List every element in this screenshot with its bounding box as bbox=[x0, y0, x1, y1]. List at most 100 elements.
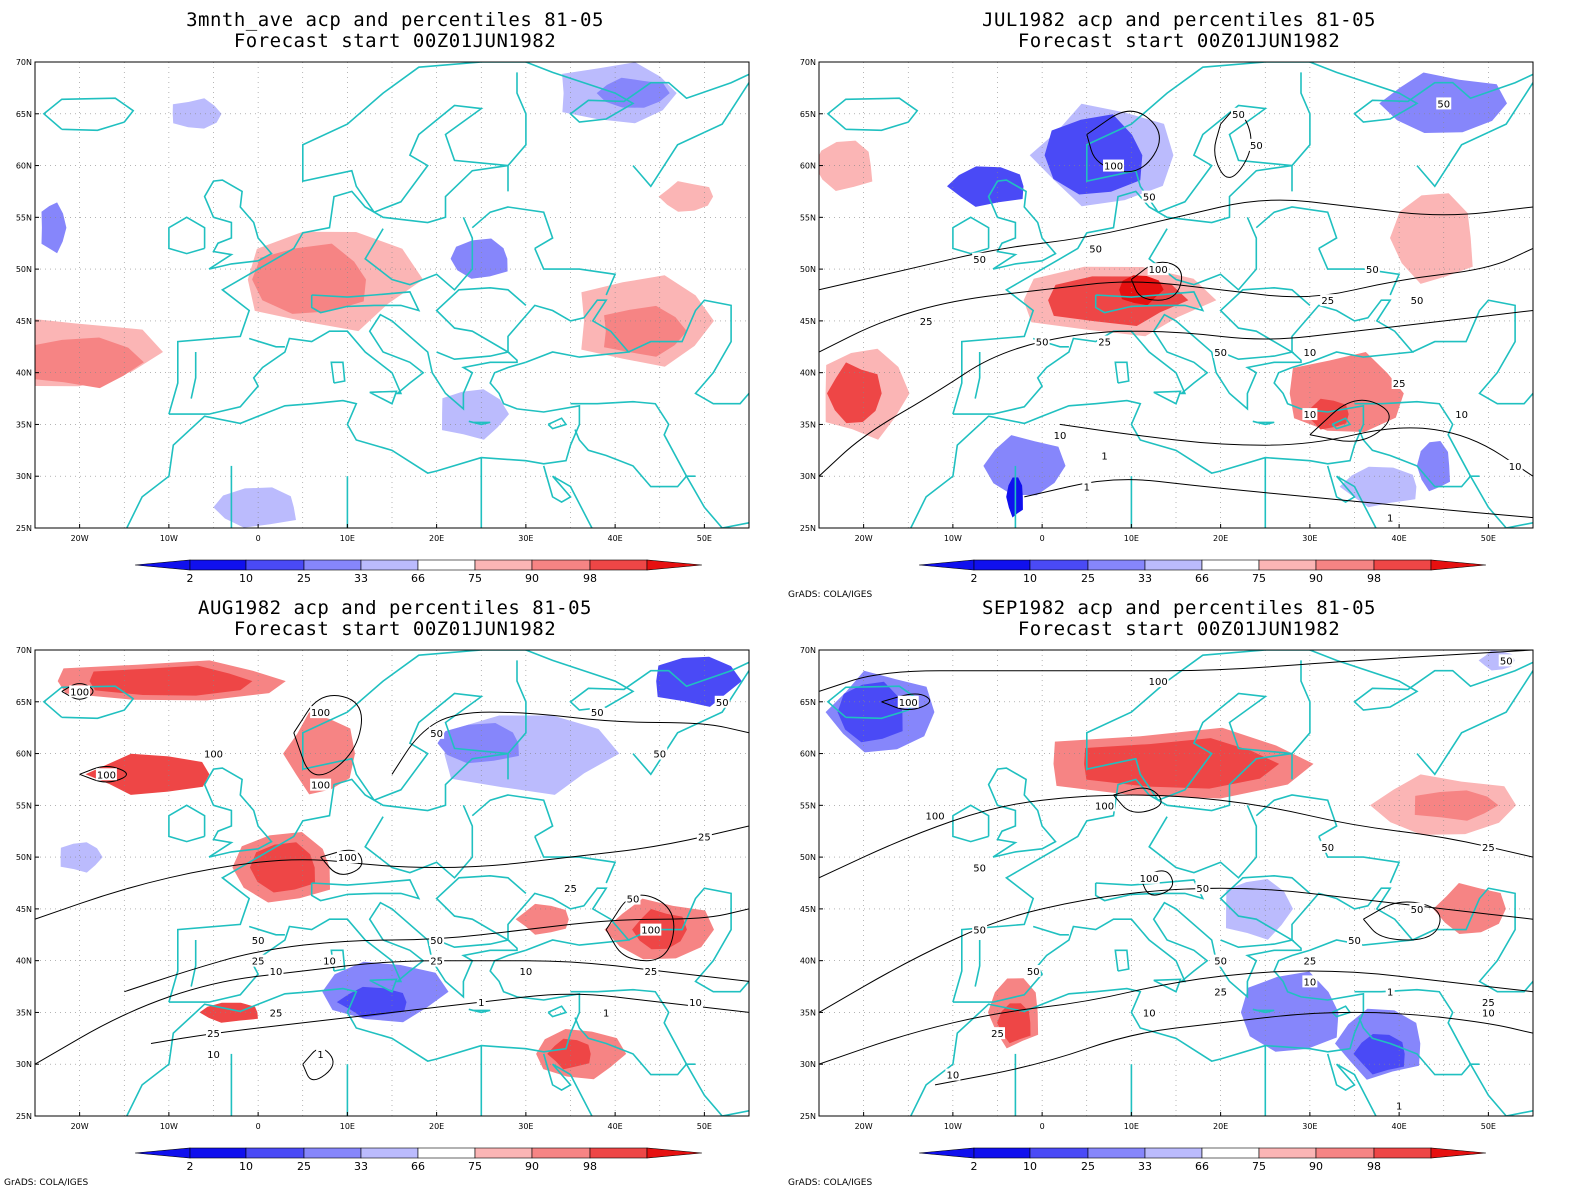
contour-label-bg bbox=[316, 1047, 326, 1060]
contour-label-bg bbox=[1302, 954, 1318, 967]
contour-label: 1 bbox=[1387, 988, 1393, 999]
coastline bbox=[542, 1053, 593, 1116]
legend-label: 66 bbox=[1195, 572, 1209, 585]
coastline bbox=[974, 352, 981, 399]
coastline bbox=[1252, 1008, 1275, 1014]
contour-label-bg bbox=[643, 965, 659, 978]
lat-label: 25N bbox=[800, 524, 816, 533]
lat-label: 60N bbox=[16, 162, 32, 171]
legend-label: 2 bbox=[187, 572, 194, 585]
coastline bbox=[468, 420, 491, 426]
lat-label: 65N bbox=[800, 698, 816, 707]
legend-swatch bbox=[531, 1147, 591, 1159]
legend-label: 10 bbox=[239, 572, 253, 585]
grads-credit: GrADS: COLA/IGES bbox=[4, 1178, 89, 1188]
legend-label: 75 bbox=[1252, 1160, 1266, 1173]
percentile-area-red-90 bbox=[249, 842, 315, 893]
coastline bbox=[632, 82, 749, 188]
coastline bbox=[1309, 650, 1533, 711]
contour-label-bg bbox=[1480, 1006, 1496, 1019]
map-panel-jul1982: JUL1982 acp and percentiles 81-05 Foreca… bbox=[784, 0, 1574, 600]
lon-label: 50E bbox=[697, 534, 712, 543]
coastline bbox=[952, 804, 990, 843]
lat-label: 50N bbox=[800, 853, 816, 862]
panel-subtitle: Forecast start 00Z01JUN1982 bbox=[233, 30, 557, 52]
contour-line bbox=[881, 693, 931, 711]
legend-swatch bbox=[1258, 1147, 1317, 1159]
contour-label-bg bbox=[625, 892, 641, 905]
legend-label: 33 bbox=[1138, 1160, 1152, 1173]
lat-label: 45N bbox=[800, 905, 816, 914]
contour-label-bg bbox=[1138, 871, 1160, 884]
contour-label: 25 bbox=[1482, 998, 1495, 1009]
contour-label-bg bbox=[429, 954, 445, 967]
lat-label: 70N bbox=[16, 646, 32, 655]
lat-label: 30N bbox=[800, 472, 816, 481]
contour-line bbox=[35, 960, 749, 1065]
lat-label: 70N bbox=[800, 58, 816, 67]
panel-title: JUL1982 acp and percentiles 81-05 bbox=[982, 9, 1376, 31]
contour-label: 10 bbox=[1054, 431, 1067, 442]
coastline bbox=[435, 874, 527, 949]
coastline bbox=[125, 887, 631, 1116]
contour-label-bg bbox=[1454, 408, 1470, 421]
contour-label: 50 bbox=[1411, 296, 1424, 307]
contour-label: 50 bbox=[1232, 110, 1245, 121]
lat-label: 25N bbox=[16, 524, 32, 533]
legend-arrow-left bbox=[134, 559, 191, 571]
grads-credit: GrADS: COLA/IGES bbox=[788, 1178, 873, 1188]
panel-title: 3mnth_ave acp and percentiles 81-05 bbox=[186, 9, 604, 31]
lon-label: 30E bbox=[1302, 534, 1317, 543]
legend-swatch bbox=[1258, 559, 1317, 571]
legend-label: 90 bbox=[1309, 1160, 1323, 1173]
contour-label: 10 bbox=[947, 1071, 960, 1082]
legend-swatch bbox=[303, 559, 362, 571]
contour-line bbox=[1130, 261, 1183, 301]
coastline bbox=[435, 286, 527, 361]
lat-label: 40N bbox=[800, 957, 816, 966]
contour-line bbox=[934, 1011, 1533, 1086]
contour-label-bg bbox=[924, 809, 946, 822]
legend-label: 66 bbox=[411, 1160, 425, 1173]
legend-swatch bbox=[1373, 559, 1432, 571]
contour-label: 50 bbox=[1196, 884, 1209, 895]
percentile-area-blue-10 bbox=[837, 681, 903, 743]
legend-label: 33 bbox=[354, 1160, 368, 1173]
contour-label-bg bbox=[945, 1068, 961, 1081]
coastline bbox=[1114, 949, 1130, 972]
contour-label-bg bbox=[310, 706, 332, 719]
contour-label: 100 bbox=[338, 853, 357, 864]
contour-label-bg bbox=[972, 861, 988, 874]
legend-label: 25 bbox=[297, 1160, 311, 1173]
lon-label: 50E bbox=[1481, 1122, 1496, 1131]
contour-line bbox=[819, 794, 1533, 879]
coastline bbox=[310, 879, 421, 902]
shaded-field: 100 100 100 100 100 50 50 50 50 25 100 25 50 100 50 25 1… bbox=[35, 650, 749, 1116]
lon-label: 10E bbox=[340, 534, 355, 543]
contour-label: 10 bbox=[1455, 410, 1468, 421]
lon-label: 20E bbox=[1213, 1122, 1228, 1131]
coastline bbox=[1309, 62, 1533, 123]
percentile-area-red-75 bbox=[1414, 790, 1499, 821]
lat-label: 35N bbox=[16, 420, 32, 429]
contour-label-bg bbox=[601, 1006, 611, 1019]
contour-label: 100 bbox=[1149, 677, 1168, 688]
legend-label: 10 bbox=[1023, 572, 1037, 585]
contour-label-bg bbox=[1320, 294, 1336, 307]
grads-credit: GrADS: COLA/IGES bbox=[788, 590, 873, 600]
contour-label-bg bbox=[972, 923, 988, 936]
contour-label-bg bbox=[972, 252, 988, 265]
lat-label: 30N bbox=[16, 1060, 32, 1069]
coastline bbox=[685, 475, 749, 528]
coastline bbox=[987, 179, 1057, 270]
lat-label: 30N bbox=[800, 1060, 816, 1069]
percentile-area-blue-25 bbox=[1416, 441, 1450, 492]
lon-label: 20W bbox=[855, 534, 873, 543]
contour-label: 100 bbox=[311, 781, 330, 792]
contour-label-bg bbox=[1213, 985, 1229, 998]
legend-label: 2 bbox=[971, 572, 978, 585]
percentile-area-red-90 bbox=[827, 362, 882, 424]
percentile-area-blue-33 bbox=[1339, 466, 1417, 508]
legend-swatch bbox=[1315, 1147, 1375, 1159]
contour-line bbox=[124, 908, 749, 993]
